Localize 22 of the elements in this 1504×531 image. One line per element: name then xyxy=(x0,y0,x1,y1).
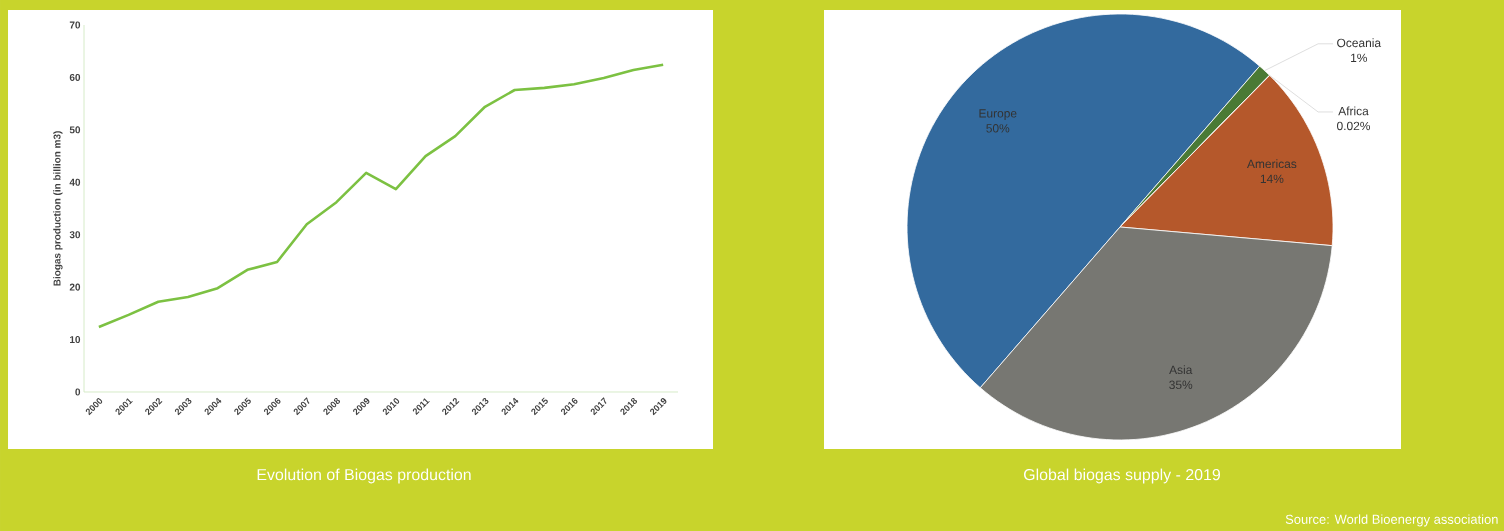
data-label: 35% xyxy=(1169,380,1193,389)
text: Evolution of Biogas production xyxy=(257,468,471,484)
data-label: 50% xyxy=(986,124,1010,133)
data-label: 1% xyxy=(1351,53,1368,63)
y-tick-label: 70 xyxy=(69,21,81,29)
text: Global biogas supply - 2019 xyxy=(1024,468,1221,484)
slice-label: Africa xyxy=(1338,106,1369,116)
slice-label: Oceania xyxy=(1337,38,1382,48)
y-tick-label: 40 xyxy=(69,178,81,186)
source-note: Source: World Bioenergy association xyxy=(1285,514,1498,527)
y-tick-label: 50 xyxy=(69,126,81,134)
y-tick-label: 0 xyxy=(75,388,81,396)
slice-label: Europe xyxy=(979,109,1017,120)
y-tick-label: 60 xyxy=(69,73,81,81)
slice-label: Asia xyxy=(1169,365,1193,375)
data-label: 14% xyxy=(1260,174,1284,184)
data-label: 0.02% xyxy=(1337,121,1371,131)
y-tick-label: 30 xyxy=(69,231,81,239)
y-tick-label: 10 xyxy=(70,336,81,344)
y-axis-title: Biogas production (in billion m3) xyxy=(53,131,63,286)
slice-label: Americas xyxy=(1246,159,1297,169)
y-tick-label: 20 xyxy=(69,283,81,291)
